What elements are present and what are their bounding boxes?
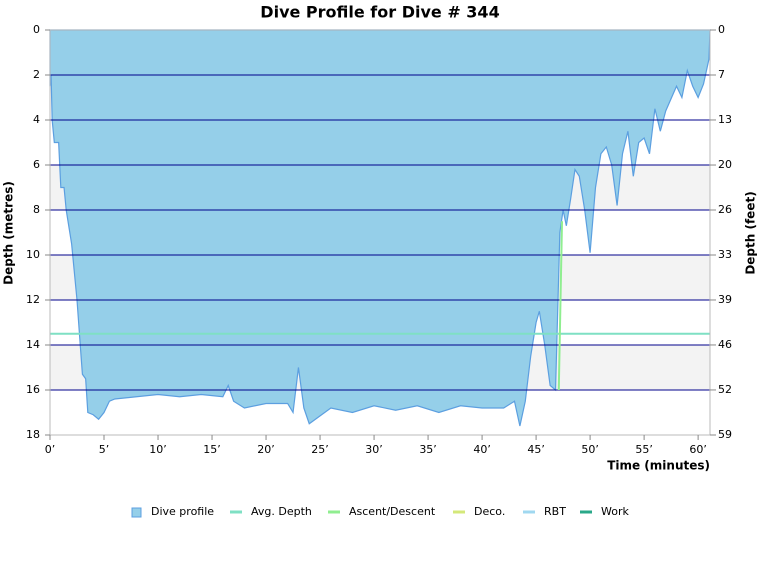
x-tick-label: 20’ xyxy=(257,443,275,456)
y-tick-label: 8 xyxy=(33,203,40,216)
legend-swatch xyxy=(131,507,142,518)
y-tick-label: 2 xyxy=(33,68,40,81)
chart-title: Dive Profile for Dive # 344 xyxy=(260,3,499,22)
x-tick-label: 50’ xyxy=(581,443,599,456)
y-tick-label: 0 xyxy=(33,23,40,36)
x-axis-title: Time (minutes) xyxy=(607,459,710,473)
legend-label: Avg. Depth xyxy=(251,505,312,518)
legend-label: Dive profile xyxy=(151,505,214,518)
y-tick-label: 12 xyxy=(26,293,40,306)
y2-tick-label: 52 xyxy=(718,383,732,396)
y-tick-label: 16 xyxy=(26,383,40,396)
y2-tick-label: 26 xyxy=(718,203,732,216)
x-tick-label: 5’ xyxy=(99,443,110,456)
x-tick-label: 40’ xyxy=(473,443,491,456)
x-tick-label: 45’ xyxy=(527,443,545,456)
legend-label: Ascent/Descent xyxy=(349,505,436,518)
y-axis-title: Depth (metres) xyxy=(2,181,16,285)
x-tick-label: 35’ xyxy=(419,443,437,456)
y-tick-label: 4 xyxy=(33,113,40,126)
y2-tick-label: 33 xyxy=(718,248,732,261)
y2-tick-label: 46 xyxy=(718,338,732,351)
legend-label: Work xyxy=(601,505,629,518)
y-tick-label: 18 xyxy=(26,428,40,441)
y2-tick-label: 0 xyxy=(718,23,725,36)
x-tick-label: 30’ xyxy=(365,443,383,456)
x-tick-label: 25’ xyxy=(311,443,329,456)
y-tick-label: 14 xyxy=(26,338,40,351)
legend-label: Deco. xyxy=(474,505,505,518)
legend-label: RBT xyxy=(544,505,566,518)
plot-frame xyxy=(49,29,711,436)
y2-tick-label: 59 xyxy=(718,428,732,441)
x-tick-label: 60’ xyxy=(689,443,707,456)
y2-tick-label: 13 xyxy=(718,113,732,126)
y-tick-label: 6 xyxy=(33,158,40,171)
series-line xyxy=(557,221,564,391)
y2-tick-label: 7 xyxy=(718,68,725,81)
x-tick-label: 0’ xyxy=(45,443,56,456)
y-tick-label: 10 xyxy=(26,248,40,261)
x-tick-label: 10’ xyxy=(149,443,167,456)
y2-axis-title: Depth (feet) xyxy=(744,191,758,274)
y2-tick-label: 20 xyxy=(718,158,732,171)
x-tick-label: 55’ xyxy=(635,443,653,456)
dive-profile-area xyxy=(49,29,711,427)
x-tick-label: 15’ xyxy=(203,443,221,456)
y2-tick-label: 39 xyxy=(718,293,732,306)
